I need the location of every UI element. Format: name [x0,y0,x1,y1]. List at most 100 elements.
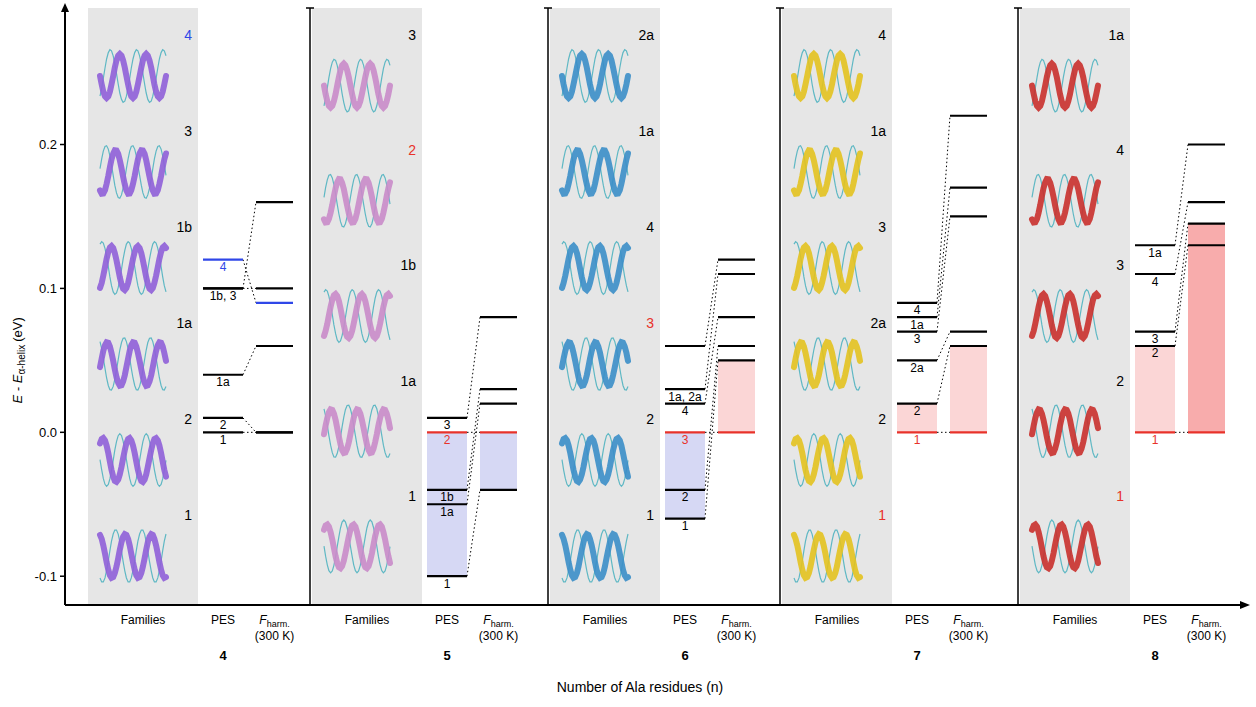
level-connector [243,418,256,432]
panel-marks [427,317,517,576]
structure-sticks [100,242,166,295]
panel: 321b1a111a1b23FamiliesPESFharm.(300 K)5 [306,8,518,663]
level-connector [705,274,718,389]
panel-separator [547,8,549,605]
panel-marks [665,260,755,519]
column-label-part: harm. [1199,619,1222,629]
level-connector [243,346,256,375]
panel-separator [779,8,781,605]
level-connector [467,432,480,433]
y-tick [60,575,65,577]
column-label: Fharm. [259,613,289,629]
structure-ribbon [324,409,390,453]
structure-sticks [562,338,628,390]
panel-number: 6 [681,648,688,663]
families-background [550,8,660,605]
f-level [718,345,755,347]
f-level [256,431,293,433]
family-label: 1 [646,507,654,523]
structure-ribbon [100,438,166,482]
y-tick [60,432,65,434]
level-connector [705,260,718,346]
y-tick [60,144,65,146]
pes-label: 1 [682,519,689,533]
family-label: 2 [878,411,886,427]
family-label: 4 [646,219,654,235]
level-connector [937,332,950,361]
f-shade [718,360,755,432]
y-axis-title-part: α-helix [16,345,27,375]
f-level [256,201,293,203]
f-level [718,259,755,261]
structure-ribbon [794,438,860,482]
y-axis-title: E - Eα-helix(eV) [10,317,27,403]
f-level [950,215,987,217]
family-label: 1 [408,488,416,504]
structure-ribbon [100,342,166,386]
y-axis-title-part: (eV) [10,317,25,342]
f-level [480,388,517,390]
panel: 2a1a432112341a, 2aFamiliesPESFharm.(300 … [544,8,756,663]
pes-label: 4 [220,260,227,274]
level-connector [1175,145,1188,246]
f-level [1188,223,1225,225]
column-label: PES [1143,613,1167,627]
f-level [1188,431,1225,433]
structure-ribbon [324,179,390,222]
panel: 1a432112341aFamiliesPESFharm.(300 K)8 [1014,8,1226,663]
panel-separator-cap [544,7,552,9]
panel-separator [1017,8,1019,605]
family-label: 4 [1116,142,1124,158]
column-label: Families [1053,613,1098,627]
pes-shade [897,404,937,433]
structure-ribbon [100,246,166,290]
structure-ribbon [324,525,390,569]
column-label: Fharm. [953,613,983,629]
pes-label: 1 [220,433,227,447]
f-level [1188,143,1225,145]
families-background [312,8,422,605]
level-connector [705,360,718,518]
f-shade [950,346,987,432]
family-label: 1a [638,123,654,139]
pes-label: 3 [914,332,921,346]
column-label: Families [345,613,390,627]
column-label-part: harm. [961,619,984,629]
structure-ribbon [562,54,628,98]
structure-sticks [324,290,390,343]
level-connector [467,317,480,418]
structure-sticks [562,242,628,295]
column-label: Families [583,613,628,627]
family-label: 1 [1116,488,1124,504]
family-label: 1a [176,315,192,331]
pes-label: 1a [440,505,454,519]
structure-sticks [794,50,860,103]
column-label-part: harm. [491,619,514,629]
structure-ribbon [1032,294,1098,338]
column-label-part: harm. [729,619,752,629]
f-level [1188,201,1225,203]
y-tick-label: 0.2 [39,137,57,152]
structure-ribbon [100,534,166,578]
f-level [480,316,517,318]
y-tick-label: 0.0 [39,425,57,440]
level-connector [467,490,480,576]
structure-ribbon [794,150,860,193]
level-connector [937,116,950,303]
structure-ribbon [562,246,628,290]
family-label: 2a [638,27,654,43]
structure-sticks [100,50,166,103]
family-label: 2a [870,315,886,331]
family-label: 1a [870,123,886,139]
panel: 431b1a21121a1b, 34FamiliesPESFharm.(300 … [88,8,294,663]
f-level [718,359,755,361]
pes-label: 4 [682,404,689,418]
family-label: 1 [184,507,192,523]
pes-shade [427,432,467,576]
y-tick-label: 0.1 [39,281,57,296]
structure-ribbon [1032,525,1098,569]
panel-number: 8 [1151,648,1158,663]
f-shade [1188,224,1225,433]
f-level [480,431,517,433]
structure-sticks [794,434,860,487]
